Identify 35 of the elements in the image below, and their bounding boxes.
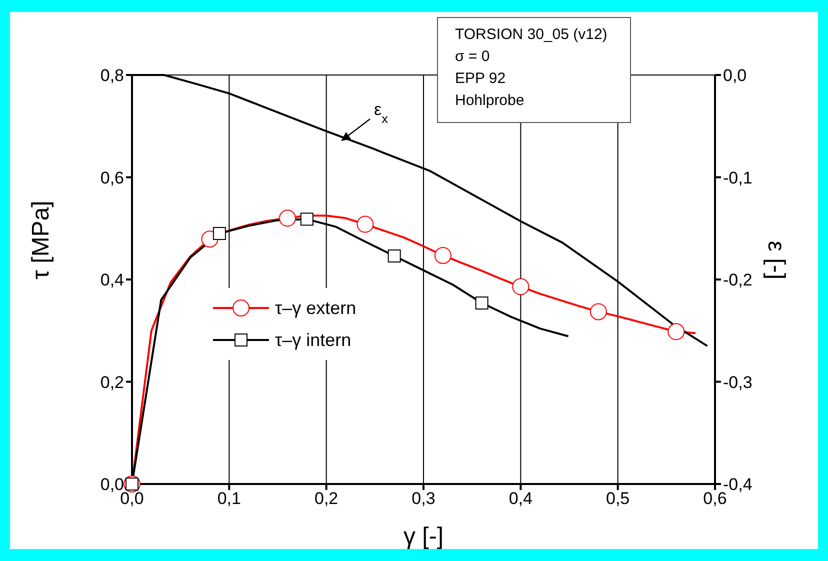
point — [668, 323, 685, 340]
point — [300, 212, 314, 226]
x-tick-label: 0,3 — [412, 489, 436, 508]
x-tick-label: 0,1 — [217, 489, 241, 508]
y-tick-label: 0,6 — [100, 168, 124, 188]
y2-axis-title: ε [-] — [762, 240, 790, 280]
point — [356, 216, 374, 233]
point — [434, 246, 452, 264]
point — [388, 249, 401, 262]
x-tick-label: 0,0 — [120, 489, 144, 508]
text: TORSION 30_05 (v12) — [455, 25, 608, 45]
x-tick-label: 0,5 — [606, 489, 630, 508]
text: σ = 0 — [455, 47, 491, 67]
y2-tick-label: 0,0 — [723, 66, 747, 86]
y2-tick-label: -0,2 — [723, 270, 752, 290]
y-tick-label: 0,2 — [100, 372, 124, 392]
x-tick-label: 0,6 — [703, 489, 727, 508]
point — [212, 226, 226, 240]
x-tick-label: 0,2 — [314, 489, 338, 508]
y2-tick-label: -0,1 — [723, 168, 752, 188]
point — [512, 278, 530, 296]
point — [475, 296, 488, 310]
y-axis-title: τ [MPa] — [28, 200, 55, 280]
y-tick-label: 0,8 — [100, 66, 124, 86]
x-axis-title: γ [-] — [404, 523, 444, 550]
annotation: EPP 92 — [455, 69, 507, 89]
legend-label: τ–γ extern — [275, 298, 356, 318]
legend-label: τ–γ intern — [275, 330, 352, 350]
annotation: Hohlprobe — [455, 91, 526, 111]
x-tick-label: 0,4 — [508, 489, 532, 508]
y2-tick-label: -0,3 — [723, 372, 752, 392]
y-tick-label: 0,4 — [100, 270, 124, 290]
point — [590, 303, 607, 320]
point — [278, 210, 296, 227]
annotation: ε$_{x}$ — [374, 100, 389, 126]
